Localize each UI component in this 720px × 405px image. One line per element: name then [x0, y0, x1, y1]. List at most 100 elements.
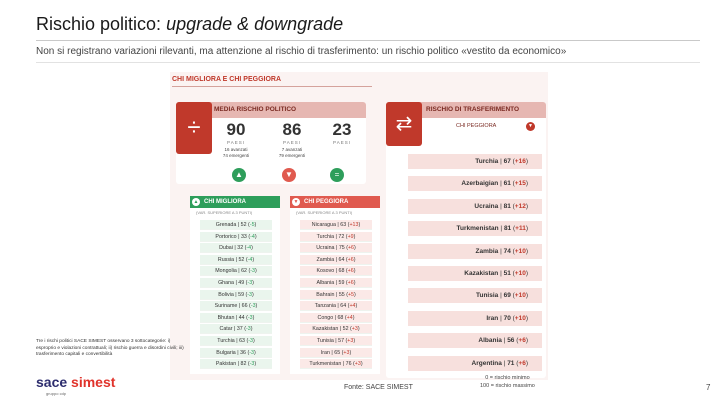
country-score: 57	[338, 338, 345, 344]
country-name: Nicaragua	[311, 222, 336, 228]
worsening-row: Turchia | 72 (+9)	[300, 231, 372, 242]
title-italic: upgrade & downgrade	[166, 14, 344, 34]
country-score: 68	[338, 268, 345, 275]
country-name: Iran	[320, 349, 330, 356]
stat-note: 7 avanzati 79 emergenti	[272, 147, 312, 159]
country-score: 52	[238, 256, 245, 263]
country-name: Pakistan	[215, 361, 237, 368]
slide-title: Rischio politico: upgrade & downgrade	[36, 14, 343, 35]
improving-row: Portorico | 33 (-4)	[200, 231, 272, 242]
score-delta: +10	[514, 314, 526, 322]
score-delta: +6	[347, 245, 355, 252]
stat-note: 16 avanzati 74 emergenti	[216, 147, 256, 159]
country-name: Kosovo	[316, 268, 335, 275]
country-name: Argentina	[471, 359, 502, 367]
country-score: 51	[503, 270, 511, 277]
improving-row: Bhutan | 44 (-3)	[200, 312, 272, 323]
country-score: 63	[239, 338, 245, 344]
sace-simest-logo: sace simest	[36, 374, 115, 390]
country-name: Kazakistan	[464, 270, 499, 277]
stat-unchanged: 23 PAESI	[322, 120, 362, 145]
stat-label: PAESI	[227, 140, 245, 145]
country-score: 63	[340, 222, 347, 228]
country-score: 44	[238, 314, 245, 321]
country-score: 82	[240, 361, 247, 368]
country-score: 64	[338, 256, 345, 263]
country-name: Bolivia	[218, 291, 234, 298]
worsening-column: ▼ CHI PEGGIORA (VAR. SUPERIORE A 3 PUNTI)…	[290, 196, 380, 374]
country-name: Turkmenistan	[456, 225, 499, 233]
score-delta: -4	[247, 256, 253, 263]
score-delta: +12	[514, 202, 526, 210]
stat-note-emerging: 79 emergenti	[278, 153, 306, 158]
improving-title: CHI MIGLIORA	[204, 199, 246, 205]
country-name: Tunisia	[316, 338, 334, 344]
country-score: 70	[503, 314, 511, 322]
country-score: 59	[238, 291, 245, 298]
improving-row: Suriname | 66 (-3)	[200, 301, 272, 312]
transfer-risk-row: Turkmenistan | 81 (+11)	[408, 221, 542, 237]
country-score: 61	[503, 180, 511, 188]
country-name: Grenada	[215, 222, 237, 228]
improving-row: Mongolia | 62 (-3)	[200, 266, 272, 277]
score-delta: +4	[346, 314, 353, 321]
country-name: Ucraina	[474, 202, 499, 210]
score-delta: +3	[354, 361, 361, 368]
country-score: 74	[503, 247, 511, 255]
country-name: Turchia	[475, 158, 499, 165]
score-delta: +6	[518, 359, 526, 367]
country-score: 68	[337, 314, 344, 321]
score-delta: -3	[249, 361, 255, 368]
improving-row: Grenada | 52 (-5)	[200, 220, 272, 230]
transfer-risk-panel: RISCHIO DI TRASFERIMENTO ⇄ CHI PEGGIORA …	[386, 102, 546, 378]
worsening-row: Nicaragua | 63 (+13)	[300, 220, 372, 230]
country-score: 62	[241, 268, 247, 275]
score-delta: -3	[250, 303, 256, 310]
transfer-risk-row: Azerbaigian | 61 (+15)	[408, 176, 542, 192]
score-delta: +6	[347, 268, 354, 275]
equal-icon: =	[330, 168, 344, 182]
scale-min: 0 = rischio minimo	[485, 375, 530, 381]
stat-note-advanced: 7 avanzati	[281, 147, 303, 152]
country-name: Zambia	[316, 256, 335, 263]
country-name: Russia	[217, 256, 235, 263]
country-score: 69	[503, 292, 511, 300]
average-risk-panel: MEDIA RISCHIO POLITICO ÷ 90 PAESI 16 ava…	[176, 102, 366, 184]
stat-improving: 90 PAESI 16 avanzati 74 emergenti	[216, 120, 256, 159]
country-name: Portorico	[215, 233, 237, 240]
worsening-row: Tanzania | 64 (+4)	[300, 301, 372, 312]
page-number: 7	[706, 383, 711, 392]
transfer-risk-row: Argentina | 71 (+6)	[408, 355, 542, 371]
title-divider	[36, 40, 700, 41]
country-name: Azerbaigian	[461, 180, 499, 188]
improving-header: ▲ CHI MIGLIORA	[190, 196, 280, 208]
country-name: Ghana	[218, 280, 234, 286]
country-score: 76	[345, 361, 352, 368]
worsening-note: (VAR. SUPERIORE A 3 PUNTI)	[296, 210, 353, 215]
score-delta: +4	[349, 303, 356, 310]
country-score: 52	[342, 326, 349, 333]
score-delta: +9	[347, 233, 354, 240]
country-name: Dubai	[219, 245, 233, 252]
country-name: Albania	[316, 280, 335, 286]
worsening-row: Ucraina | 75 (+6)	[300, 243, 372, 254]
country-name: Turchia	[217, 338, 235, 344]
country-name: Tanzania	[314, 303, 336, 310]
improving-row: Catar | 37 (-3)	[200, 324, 272, 335]
improving-row: Russia | 52 (-4)	[200, 254, 272, 265]
worsening-header: ▼ CHI PEGGIORA	[290, 196, 380, 208]
country-score: 36	[240, 349, 246, 356]
score-delta: -3	[247, 280, 253, 286]
country-score: 37	[236, 326, 243, 333]
section-title: CHI MIGLIORA E CHI PEGGIORA	[172, 76, 282, 83]
worsening-row: Iran | 65 (+3)	[300, 347, 372, 358]
arrows-exchange-icon: ⇄	[386, 102, 422, 146]
country-name: Bulgaria	[216, 349, 236, 356]
transfer-risk-row: Ucraina | 81 (+12)	[408, 198, 542, 214]
score-delta: -3	[245, 326, 251, 333]
transfer-risk-row: Kazakistan | 51 (+10)	[408, 266, 542, 281]
worsening-row: Tunisia | 57 (+3)	[300, 336, 372, 346]
score-delta: +16	[514, 158, 526, 165]
country-name: Bahrain	[316, 291, 335, 298]
score-delta: +13	[349, 222, 359, 228]
